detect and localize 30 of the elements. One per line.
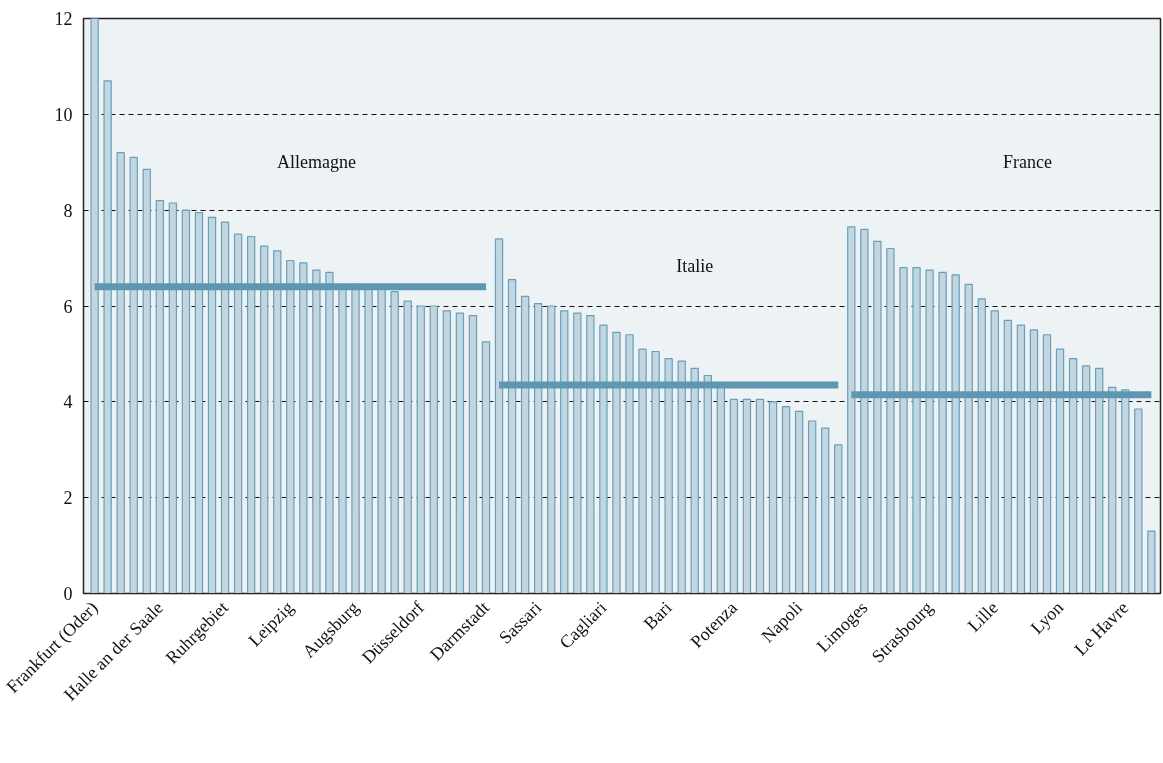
bar: [468, 314, 478, 594]
bar: [807, 420, 817, 594]
annotation: France: [1002, 152, 1052, 173]
bar: [1147, 530, 1156, 594]
x-tick-label: Lille: [963, 597, 1002, 636]
bar: [403, 300, 412, 594]
y-tick-label: 0: [63, 584, 73, 604]
bar: [794, 410, 804, 594]
annotation: Allemagne: [276, 152, 356, 173]
bar: [742, 398, 752, 594]
x-tick-label: Bari: [639, 597, 676, 634]
bar: [834, 444, 843, 594]
bar: [1134, 408, 1143, 594]
annotation: Italie: [676, 255, 714, 276]
y-tick-label: 8: [63, 200, 73, 221]
y-tick-label: 6: [63, 296, 73, 317]
bar: [781, 406, 791, 594]
bar: [455, 312, 465, 594]
y-tick-label: 4: [63, 392, 73, 413]
y-tick-label: 10: [54, 104, 73, 125]
bar: [755, 398, 765, 594]
bar: [429, 305, 438, 594]
y-tick-label: 12: [54, 9, 73, 29]
y-tick-label: 2: [63, 488, 73, 509]
bar: [442, 310, 452, 594]
bar: [821, 427, 830, 594]
bar: [768, 401, 778, 594]
bar: [729, 398, 739, 594]
bar: [416, 305, 425, 594]
bar: [481, 341, 491, 594]
